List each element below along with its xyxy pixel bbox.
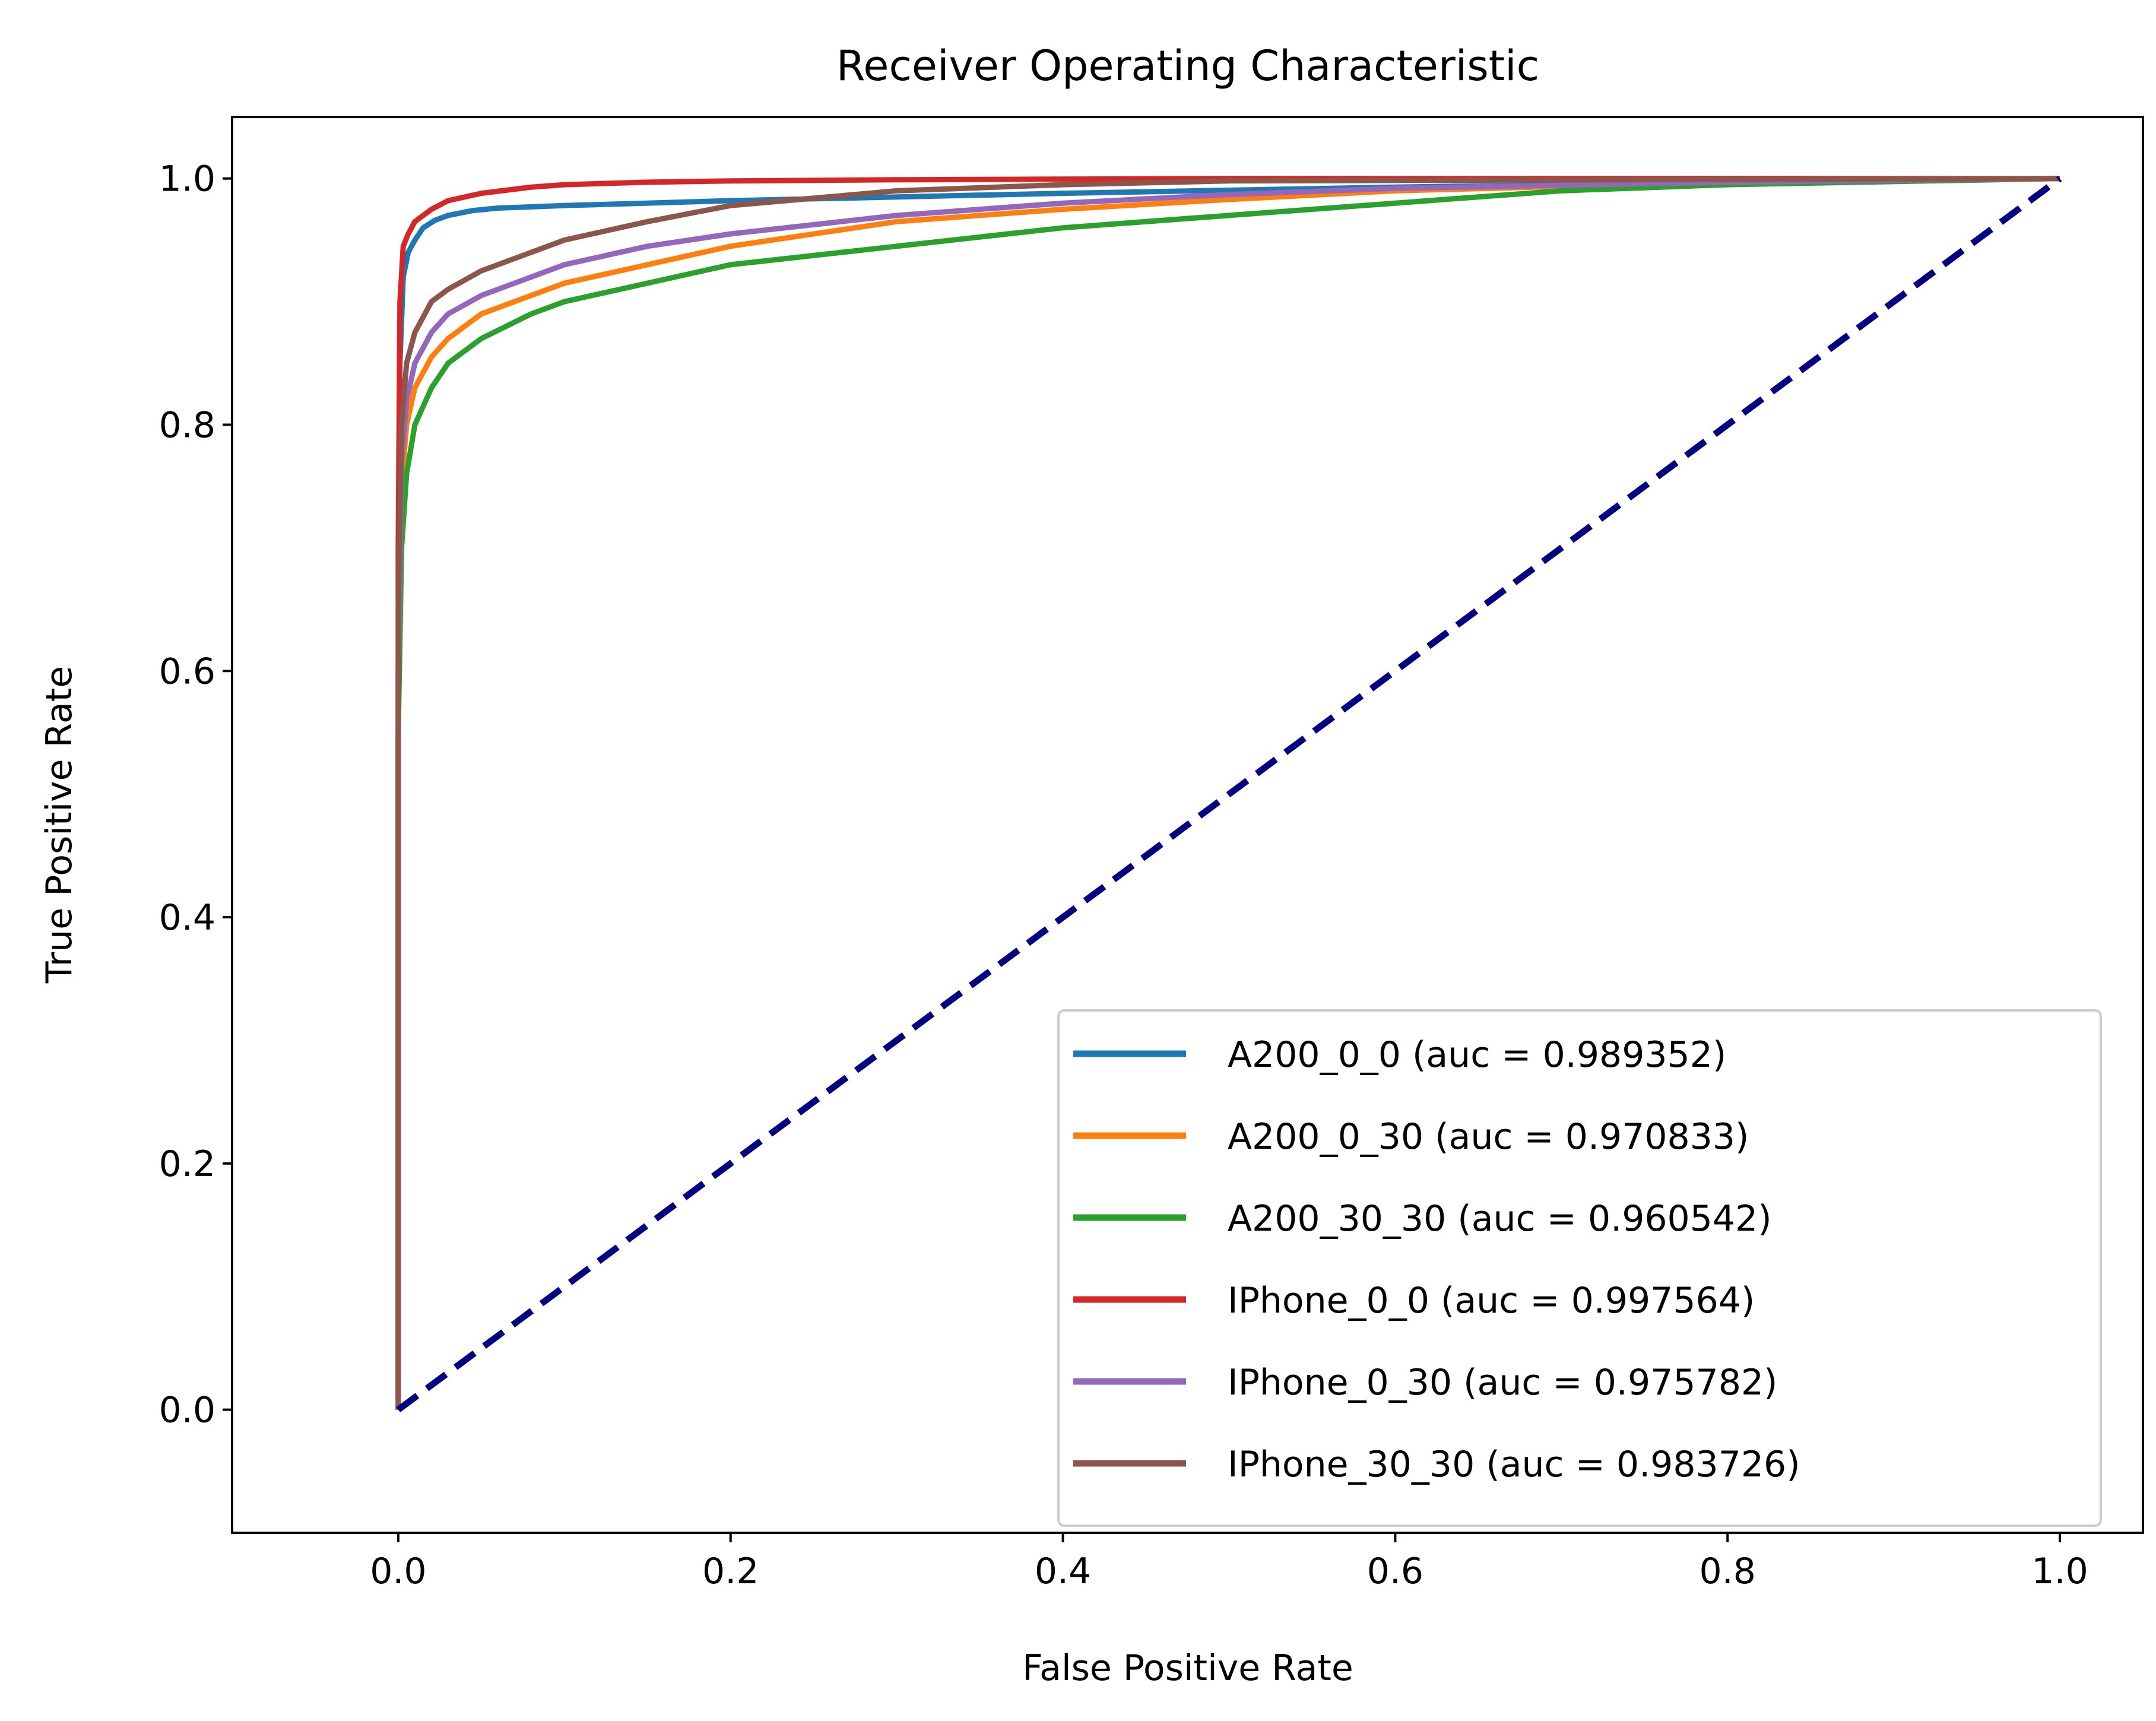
series-line-6 <box>395 176 2060 1410</box>
y-tick-label: 0.4 <box>159 897 215 939</box>
chart-title: Receiver Operating Characteristic <box>836 42 1539 90</box>
plot-series-layer <box>395 176 2062 1413</box>
legend-box <box>1057 1009 2102 1527</box>
x-tick-label: 1.0 <box>2031 1551 2088 1592</box>
x-tick-label: 0.0 <box>370 1551 426 1592</box>
legend-label-1: A200_0_0 (auc = 0.989352) <box>1228 1034 1726 1076</box>
chance-diagonal-line <box>396 176 2062 1413</box>
plot-area-frame <box>231 116 2144 1534</box>
axis-ticks-layer: 0.0 0.2 0.4 0.6 0.8 1.0 0.0 0.2 0.4 0.6 0.8 1.0 <box>159 159 2088 1592</box>
series-line-3 <box>395 176 2060 1410</box>
y-tick-label: 0.0 <box>159 1390 215 1431</box>
series-line-4 <box>395 176 2060 1410</box>
y-tick-label: 1.0 <box>159 159 215 200</box>
x-tick-label: 0.6 <box>1367 1551 1423 1592</box>
x-tick-label: 0.2 <box>702 1551 759 1592</box>
legend: A200_0_0 (auc = 0.989352) A200_0_30 (auc … <box>1057 1009 2102 1527</box>
legend-label-3: A200_30_30 (auc = 0.960542) <box>1228 1198 1772 1240</box>
legend-label-6: IPhone_30_30 (auc = 0.983726) <box>1228 1444 1800 1485</box>
y-tick-label: 0.8 <box>159 404 215 446</box>
series-line-5 <box>395 176 2060 1410</box>
x-tick-label: 0.4 <box>1035 1551 1091 1592</box>
legend-label-4: IPhone_0_0 (auc = 0.997564) <box>1228 1280 1755 1321</box>
y-tick-label: 0.2 <box>159 1143 215 1185</box>
legend-label-5: IPhone_0_30 (auc = 0.975782) <box>1228 1362 1777 1403</box>
legend-label-2: A200_0_30 (auc = 0.970833) <box>1228 1116 1749 1158</box>
y-tick-label: 0.6 <box>159 651 215 692</box>
x-tick-label: 0.8 <box>1700 1551 1756 1592</box>
x-axis-label: False Positive Rate <box>1022 1647 1353 1689</box>
y-axis-label: True Positive Rate <box>39 666 80 984</box>
